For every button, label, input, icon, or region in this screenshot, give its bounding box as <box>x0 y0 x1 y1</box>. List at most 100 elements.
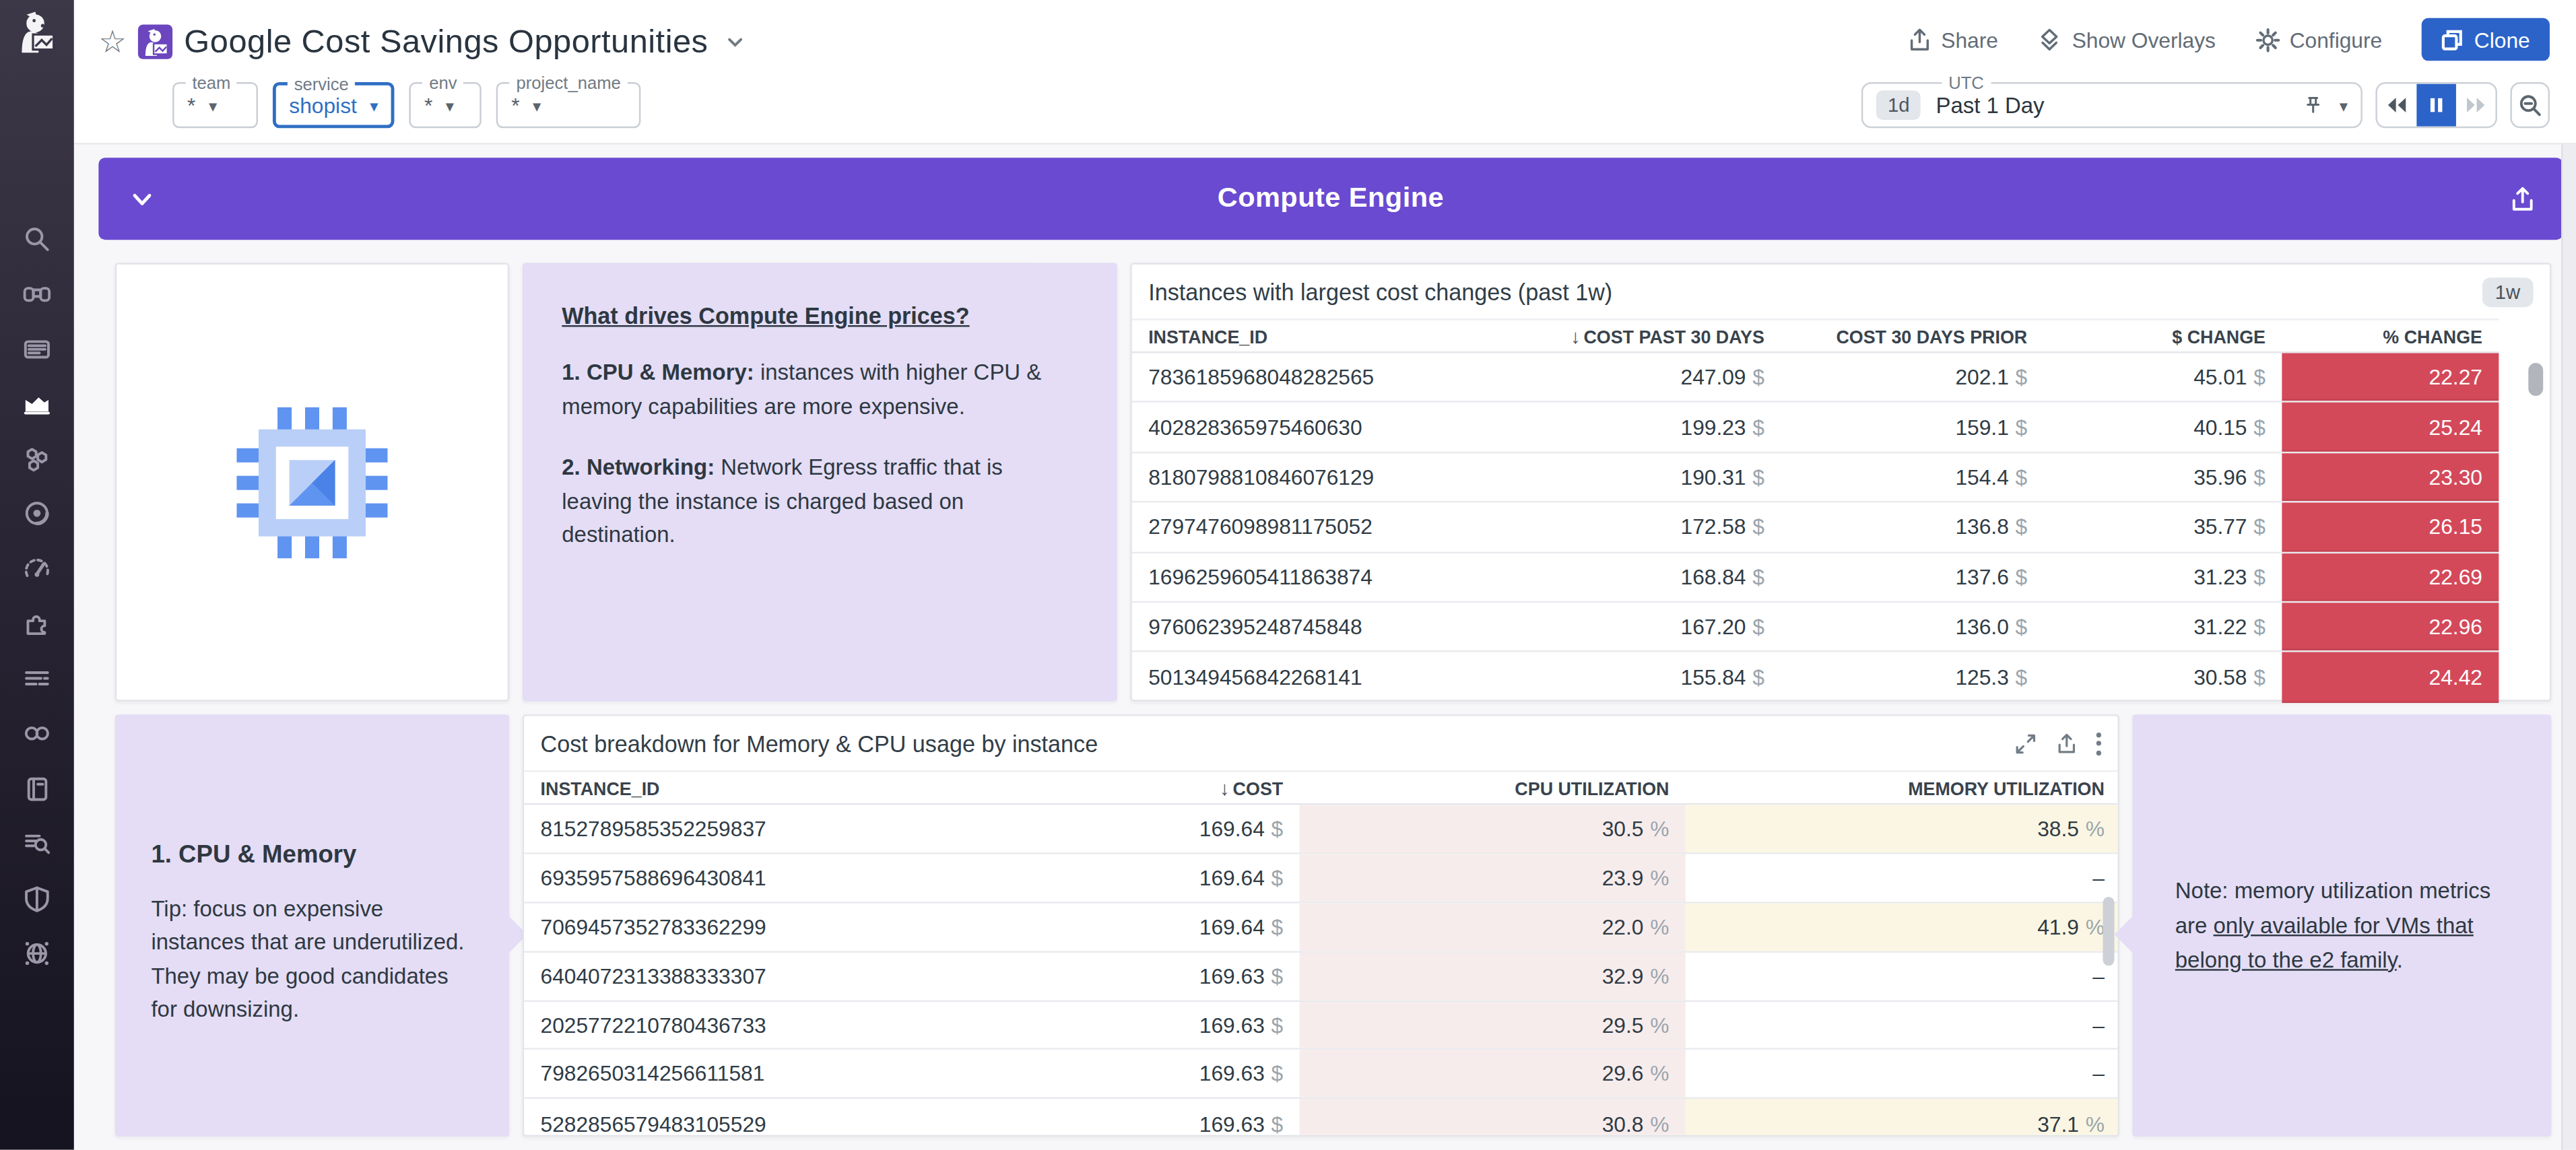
cell-dollar-change: 31.22$ <box>2044 603 2282 651</box>
dashboard-thumbnail-icon <box>138 24 172 58</box>
col-instance-id[interactable]: INSTANCE_ID <box>524 778 984 797</box>
filter-value: * <box>424 93 432 118</box>
col-memory-utilization[interactable]: MEMORY UTILIZATION <box>1686 778 2119 797</box>
table-scrollbar-thumb[interactable] <box>2103 897 2114 966</box>
time-controls: UTC 1d Past 1 Day ▾ <box>1861 82 2550 128</box>
table-row: 7836185968048282565247.09$202.1$45.01$22… <box>1132 353 2499 403</box>
sidebar-item-ci-pipelines[interactable] <box>22 718 52 748</box>
cell-cost-past-30-days: 167.20$ <box>1526 603 1781 651</box>
fullscreen-icon[interactable] <box>2014 732 2037 755</box>
cell-instance-id: 8152789585352259837 <box>524 805 984 852</box>
cell-instance-id: 501349456842268141 <box>1132 652 1526 702</box>
gear-icon <box>2255 27 2280 52</box>
sidebar-item-integrations[interactable] <box>22 609 52 638</box>
col-dollar-change[interactable]: $ CHANGE <box>2044 326 2282 345</box>
table-row: 2025772210780436733169.63$29.5%– <box>524 1001 2117 1050</box>
cell-pct-change: 26.15 <box>2282 503 2499 551</box>
table-row: 8152789585352259837169.64$30.5%38.5% <box>524 805 2117 854</box>
timeframe-badge: 1w <box>2482 277 2533 306</box>
page-title: Google Cost Savings Opportunities <box>184 22 708 60</box>
table-column-headers: INSTANCE_ID ↓COST PAST 30 DAYS COST 30 D… <box>1132 318 2499 353</box>
sidebar-item-apm[interactable] <box>22 498 52 528</box>
col-cost[interactable]: ↓COST <box>984 776 1299 799</box>
cell-instance-id: 7982650314256611581 <box>524 1050 984 1097</box>
cell-cost: 169.63$ <box>984 1001 1299 1048</box>
sidebar-item-notebooks[interactable] <box>22 774 52 803</box>
col-cost-30-days-prior[interactable]: COST 30 DAYS PRIOR <box>1781 326 2043 345</box>
notebooks-icon <box>23 774 51 802</box>
events-icon <box>23 334 51 362</box>
widget-actions <box>2014 732 2101 755</box>
cell-cost-30-days-prior: 137.6$ <box>1781 553 2043 601</box>
filter-service[interactable]: serviceshopist▾ <box>273 82 395 128</box>
cell-cost-30-days-prior: 159.1$ <box>1781 403 2043 452</box>
page-scrollbar[interactable] <box>2561 145 2576 1150</box>
time-range-selector[interactable]: UTC 1d Past 1 Day ▾ <box>1861 82 2363 128</box>
template-variable-filters: team*▾serviceshopist▾env*▾project_name*▾ <box>172 82 641 128</box>
note-item-1: 1. CPU & Memory: instances with higher C… <box>562 356 1078 424</box>
col-cost-past-30-days[interactable]: ↓COST PAST 30 DAYS <box>1526 325 1781 347</box>
filter-caret-icon: ▾ <box>446 96 454 114</box>
cell-cost: 169.64$ <box>984 854 1299 901</box>
sidebar-item-security[interactable] <box>22 883 52 913</box>
filter-team[interactable]: team*▾ <box>172 82 258 128</box>
time-nav-group <box>2375 82 2497 128</box>
sidebar-item-metrics[interactable] <box>22 388 52 418</box>
share-label: Share <box>1941 27 1998 52</box>
time-backward-button[interactable] <box>2377 83 2417 126</box>
configure-button[interactable]: Configure <box>2255 27 2382 52</box>
cost-breakdown-rows: 8152789585352259837169.64$30.5%38.5%6935… <box>524 805 2117 1137</box>
show-overlays-button[interactable]: Show Overlays <box>2037 27 2215 52</box>
col-pct-change[interactable]: % CHANGE <box>2282 326 2499 345</box>
clone-button[interactable]: Clone <box>2422 18 2550 61</box>
export-icon[interactable] <box>2055 732 2078 755</box>
note-pointer <box>2115 915 2134 955</box>
group-title: Compute Engine <box>98 182 2563 215</box>
cell-instance-id: 976062395248745848 <box>1132 603 1526 651</box>
sidebar-item-synthetics[interactable] <box>22 553 52 583</box>
col-cpu-utilization[interactable]: CPU UTILIZATION <box>1300 778 1686 797</box>
cell-cost-30-days-prior: 136.8$ <box>1781 503 2043 551</box>
cell-memory-utilization: – <box>1686 1050 2119 1097</box>
cell-instance-id: 8180798810846076129 <box>1132 453 1526 502</box>
filter-env[interactable]: env*▾ <box>409 82 482 128</box>
cell-instance-id: 5282856579483105529 <box>524 1100 984 1137</box>
favorite-star-icon[interactable]: ☆ <box>98 26 127 57</box>
synthetics-icon <box>23 554 51 582</box>
cell-cost-30-days-prior: 125.3$ <box>1781 652 2043 702</box>
cell-memory-utilization: 41.9% <box>1686 903 2119 950</box>
table-row: 7069457352783362299169.64$22.0%41.9% <box>524 903 2117 952</box>
show-overlays-label: Show Overlays <box>2072 27 2216 52</box>
datadog-logo-icon[interactable] <box>11 8 63 59</box>
sidebar-item-log-explorer[interactable] <box>22 829 52 858</box>
cell-cost: 169.63$ <box>984 1050 1299 1097</box>
pin-time-icon[interactable] <box>2302 94 2325 116</box>
sidebar-item-search[interactable] <box>22 224 52 253</box>
group-export-icon[interactable] <box>2509 184 2536 212</box>
title-dropdown-chevron-icon[interactable] <box>725 30 746 52</box>
filter-project_name[interactable]: project_name*▾ <box>496 82 641 128</box>
sidebar-item-network[interactable] <box>22 939 52 968</box>
cell-cost: 169.63$ <box>984 1100 1299 1137</box>
cell-instance-id: 6404072313388333307 <box>524 952 984 999</box>
sidebar-item-infrastructure[interactable] <box>22 444 52 473</box>
cell-instance-id: 2025772210780436733 <box>524 1001 984 1048</box>
cpu-memory-note-widget: 1. CPU & Memory Tip: focus on expensive … <box>115 714 509 1137</box>
time-forward-button[interactable] <box>2456 83 2496 126</box>
cell-cost-past-30-days: 168.84$ <box>1526 553 1781 601</box>
col-instance-id[interactable]: INSTANCE_ID <box>1132 326 1526 345</box>
sidebar-item-watchdog[interactable] <box>22 278 52 308</box>
sidebar-item-events[interactable] <box>22 333 52 363</box>
compute-engine-logo-icon <box>236 407 387 557</box>
cell-cpu-utilization: 32.9% <box>1300 952 1686 999</box>
share-button[interactable]: Share <box>1907 27 1998 52</box>
kebab-menu-icon[interactable] <box>2096 732 2101 755</box>
compute-engine-group-banner[interactable]: Compute Engine <box>98 158 2563 240</box>
table-scrollbar-thumb[interactable] <box>2528 363 2543 396</box>
zoom-out-button[interactable] <box>2510 82 2550 128</box>
cell-pct-change: 22.27 <box>2282 353 2499 401</box>
sort-desc-icon: ↓ <box>1220 776 1230 799</box>
time-pause-button[interactable] <box>2416 83 2456 126</box>
sidebar-item-logs[interactable] <box>22 664 52 694</box>
time-dropdown-caret-icon[interactable]: ▾ <box>2340 96 2348 114</box>
